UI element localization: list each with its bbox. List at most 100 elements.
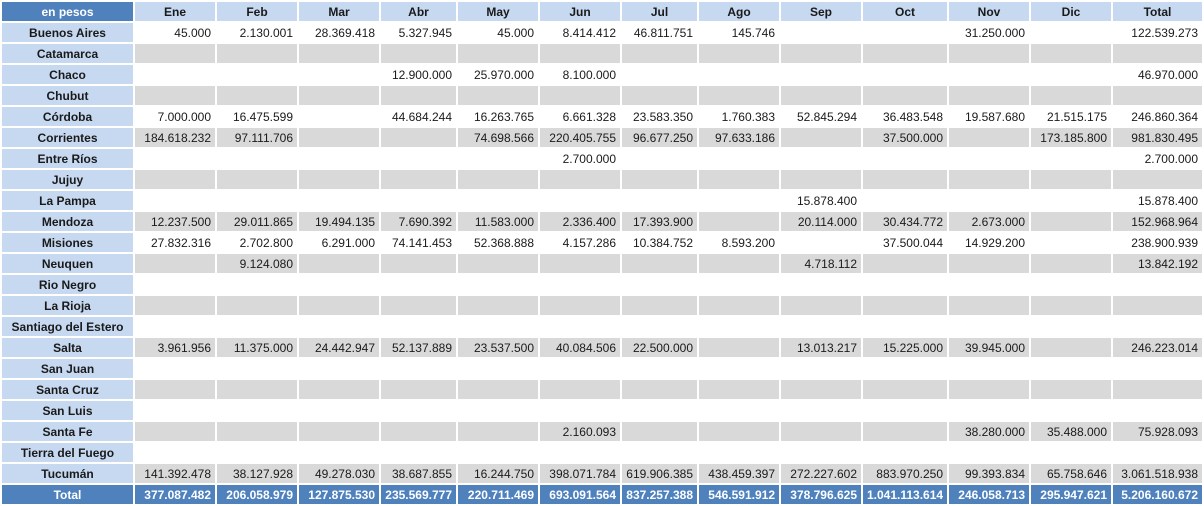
value-cell[interactable] [1031, 149, 1111, 168]
value-cell[interactable] [949, 44, 1029, 63]
value-cell[interactable] [381, 191, 456, 210]
month-header[interactable]: Nov [949, 2, 1029, 21]
value-cell[interactable] [863, 44, 947, 63]
value-cell[interactable] [622, 296, 697, 315]
value-cell[interactable]: 30.434.772 [863, 212, 947, 231]
value-cell[interactable]: 40.084.506 [540, 338, 620, 357]
value-cell[interactable]: 9.124.080 [217, 254, 297, 273]
value-cell[interactable] [381, 401, 456, 420]
month-header[interactable]: Ene [135, 2, 215, 21]
row-total-cell[interactable]: 13.842.192 [1113, 254, 1202, 273]
value-cell[interactable] [863, 401, 947, 420]
value-cell[interactable]: 438.459.397 [699, 464, 779, 483]
value-cell[interactable] [1031, 233, 1111, 252]
value-cell[interactable] [1031, 317, 1111, 336]
value-cell[interactable] [135, 149, 215, 168]
value-cell[interactable] [949, 128, 1029, 147]
value-cell[interactable] [781, 317, 861, 336]
value-cell[interactable] [381, 380, 456, 399]
value-cell[interactable] [863, 191, 947, 210]
value-cell[interactable] [699, 338, 779, 357]
value-cell[interactable] [622, 443, 697, 462]
value-cell[interactable] [458, 275, 538, 294]
value-cell[interactable] [381, 422, 456, 441]
value-cell[interactable] [458, 359, 538, 378]
value-cell[interactable]: 22.500.000 [622, 338, 697, 357]
value-cell[interactable]: 45.000 [458, 23, 538, 42]
value-cell[interactable]: 65.758.646 [1031, 464, 1111, 483]
month-header[interactable]: Ago [699, 2, 779, 21]
value-cell[interactable] [699, 254, 779, 273]
value-cell[interactable]: 15.878.400 [781, 191, 861, 210]
value-cell[interactable]: 35.488.000 [1031, 422, 1111, 441]
value-cell[interactable]: 39.945.000 [949, 338, 1029, 357]
value-cell[interactable]: 2.160.093 [540, 422, 620, 441]
value-cell[interactable] [622, 401, 697, 420]
value-cell[interactable]: 145.746 [699, 23, 779, 42]
value-cell[interactable] [622, 317, 697, 336]
month-total-cell[interactable]: 206.058.979 [217, 485, 297, 504]
value-cell[interactable] [135, 422, 215, 441]
month-total-cell[interactable]: 693.091.564 [540, 485, 620, 504]
value-cell[interactable]: 619.906.385 [622, 464, 697, 483]
value-cell[interactable] [540, 359, 620, 378]
value-cell[interactable]: 46.811.751 [622, 23, 697, 42]
value-cell[interactable] [863, 86, 947, 105]
value-cell[interactable] [540, 191, 620, 210]
value-cell[interactable]: 2.673.000 [949, 212, 1029, 231]
value-cell[interactable]: 4.157.286 [540, 233, 620, 252]
value-cell[interactable] [699, 359, 779, 378]
value-cell[interactable]: 11.375.000 [217, 338, 297, 357]
value-cell[interactable] [863, 149, 947, 168]
value-cell[interactable]: 37.500.044 [863, 233, 947, 252]
value-cell[interactable] [381, 149, 456, 168]
value-cell[interactable]: 2.130.001 [217, 23, 297, 42]
row-total-cell[interactable]: 3.061.518.938 [1113, 464, 1202, 483]
value-cell[interactable] [781, 23, 861, 42]
value-cell[interactable] [781, 233, 861, 252]
value-cell[interactable] [863, 65, 947, 84]
value-cell[interactable] [540, 170, 620, 189]
value-cell[interactable] [949, 149, 1029, 168]
value-cell[interactable] [781, 422, 861, 441]
month-total-cell[interactable]: 246.058.713 [949, 485, 1029, 504]
row-total-cell[interactable] [1113, 317, 1202, 336]
value-cell[interactable]: 1.760.383 [699, 107, 779, 126]
value-cell[interactable]: 44.684.244 [381, 107, 456, 126]
row-total-cell[interactable] [1113, 380, 1202, 399]
value-cell[interactable] [135, 296, 215, 315]
value-cell[interactable]: 74.141.453 [381, 233, 456, 252]
value-cell[interactable]: 12.237.500 [135, 212, 215, 231]
value-cell[interactable]: 8.100.000 [540, 65, 620, 84]
row-total-cell[interactable]: 15.878.400 [1113, 191, 1202, 210]
value-cell[interactable] [622, 86, 697, 105]
value-cell[interactable] [1031, 23, 1111, 42]
value-cell[interactable] [622, 65, 697, 84]
month-header[interactable]: Sep [781, 2, 861, 21]
value-cell[interactable] [1031, 359, 1111, 378]
value-cell[interactable]: 14.929.200 [949, 233, 1029, 252]
value-cell[interactable] [540, 317, 620, 336]
value-cell[interactable] [381, 443, 456, 462]
value-cell[interactable]: 24.442.947 [299, 338, 379, 357]
value-cell[interactable]: 23.537.500 [458, 338, 538, 357]
value-cell[interactable] [540, 275, 620, 294]
value-cell[interactable] [699, 380, 779, 399]
value-cell[interactable] [299, 380, 379, 399]
row-total-cell[interactable] [1113, 275, 1202, 294]
value-cell[interactable]: 38.687.855 [381, 464, 456, 483]
value-cell[interactable] [1031, 338, 1111, 357]
value-cell[interactable]: 19.494.135 [299, 212, 379, 231]
value-cell[interactable] [135, 443, 215, 462]
value-cell[interactable] [781, 170, 861, 189]
row-total-cell[interactable]: 122.539.273 [1113, 23, 1202, 42]
value-cell[interactable] [540, 44, 620, 63]
value-cell[interactable] [299, 296, 379, 315]
value-cell[interactable] [781, 65, 861, 84]
row-total-cell[interactable] [1113, 359, 1202, 378]
value-cell[interactable] [781, 380, 861, 399]
value-cell[interactable] [699, 296, 779, 315]
value-cell[interactable] [217, 359, 297, 378]
value-cell[interactable]: 52.368.888 [458, 233, 538, 252]
value-cell[interactable] [381, 86, 456, 105]
